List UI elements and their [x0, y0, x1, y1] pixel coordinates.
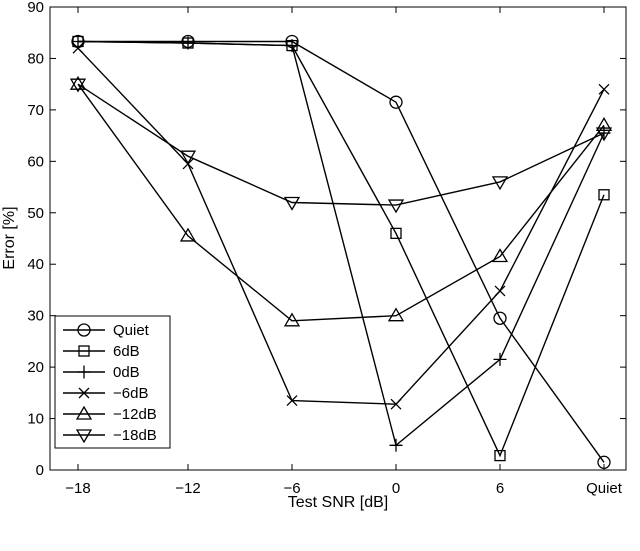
y-axis-label: Error [%] — [1, 206, 18, 269]
x-tick-label: 6 — [496, 480, 504, 497]
y-tick-label: 70 — [27, 102, 44, 119]
legend-label: 6dB — [113, 343, 140, 360]
x-tick-label: −12 — [175, 480, 200, 497]
data-point-marker — [494, 285, 506, 297]
data-point-marker — [491, 176, 509, 191]
series-line — [77, 83, 605, 322]
data-point-marker — [390, 398, 402, 410]
y-tick-label: 90 — [27, 0, 44, 16]
series-2 — [71, 34, 611, 452]
legend-marker — [77, 365, 91, 379]
data-point-marker — [387, 307, 405, 322]
y-tick-label: 30 — [27, 308, 44, 325]
data-point-marker — [69, 75, 87, 90]
legend-marker — [77, 323, 91, 337]
axis-ticks: 0 10 20 30 40 50 60 70 80 90 −18 −12 −6 0 6 Quiet — [27, 0, 626, 497]
data-point-marker — [598, 189, 610, 201]
y-tick-label: 20 — [27, 359, 44, 376]
data-point-marker — [494, 449, 506, 462]
legend-marker — [78, 345, 90, 357]
y-tick-label: 60 — [27, 153, 44, 170]
legend-label: 0dB — [113, 364, 140, 381]
y-tick-label: 0 — [36, 462, 44, 479]
x-tick-label: Quiet — [586, 480, 623, 497]
data-point-marker — [595, 127, 613, 142]
legend-entry: 6dB — [63, 343, 140, 360]
legend-entry: −6dB — [63, 385, 148, 402]
data-point-marker — [179, 150, 197, 165]
data-point-marker — [181, 36, 195, 50]
plot-frame — [49, 6, 627, 471]
x-tick-label: −18 — [65, 480, 90, 497]
legend-label: −12dB — [113, 406, 157, 423]
data-point-marker — [179, 227, 197, 242]
data-point-marker — [283, 196, 301, 211]
legend-entry: Quiet — [63, 322, 150, 339]
legend-marker — [75, 405, 93, 420]
data-point-marker — [598, 83, 610, 95]
data-point-marker — [493, 352, 507, 366]
series-layer — [69, 34, 613, 469]
data-point-marker — [72, 42, 84, 54]
y-tick-label: 10 — [27, 411, 44, 428]
data-point-marker — [597, 455, 611, 469]
series-line — [77, 83, 605, 206]
y-tick-label: 50 — [27, 205, 44, 222]
data-point-marker — [389, 438, 403, 452]
legend-label: −6dB — [113, 385, 148, 402]
legend-entry: −18dB — [63, 427, 157, 444]
x-tick-label: −6 — [283, 480, 300, 497]
legend-box — [54, 315, 171, 449]
y-tick-label: 40 — [27, 256, 44, 273]
legend-entry: 0dB — [63, 364, 140, 381]
data-point-marker — [71, 34, 85, 48]
data-point-marker — [387, 199, 405, 214]
legend-entry: −12dB — [63, 405, 157, 423]
y-tick-label: 80 — [27, 50, 44, 67]
legend-marker — [75, 429, 93, 444]
data-point-marker — [286, 395, 298, 407]
data-point-marker — [283, 312, 301, 327]
legend-label: Quiet — [113, 322, 150, 339]
data-point-marker — [491, 248, 509, 263]
data-point-marker — [389, 95, 403, 109]
data-point-marker — [285, 39, 299, 53]
data-point-marker — [595, 117, 613, 131]
series-line — [77, 40, 605, 447]
series-0 — [71, 34, 611, 469]
legend: Quiet 6dB 0dB −6dB −12dB −18dB — [54, 315, 171, 449]
series-5 — [69, 78, 613, 214]
x-axis-label: Test SNR [dB] — [288, 494, 388, 511]
series-4 — [69, 75, 613, 327]
data-point-marker — [69, 78, 87, 93]
legend-marker — [78, 387, 90, 399]
data-point-marker — [493, 311, 507, 325]
x-tick-label: 0 — [392, 480, 400, 497]
legend-label: −18dB — [113, 427, 157, 444]
series-line — [78, 40, 605, 463]
data-point-marker — [390, 227, 402, 240]
